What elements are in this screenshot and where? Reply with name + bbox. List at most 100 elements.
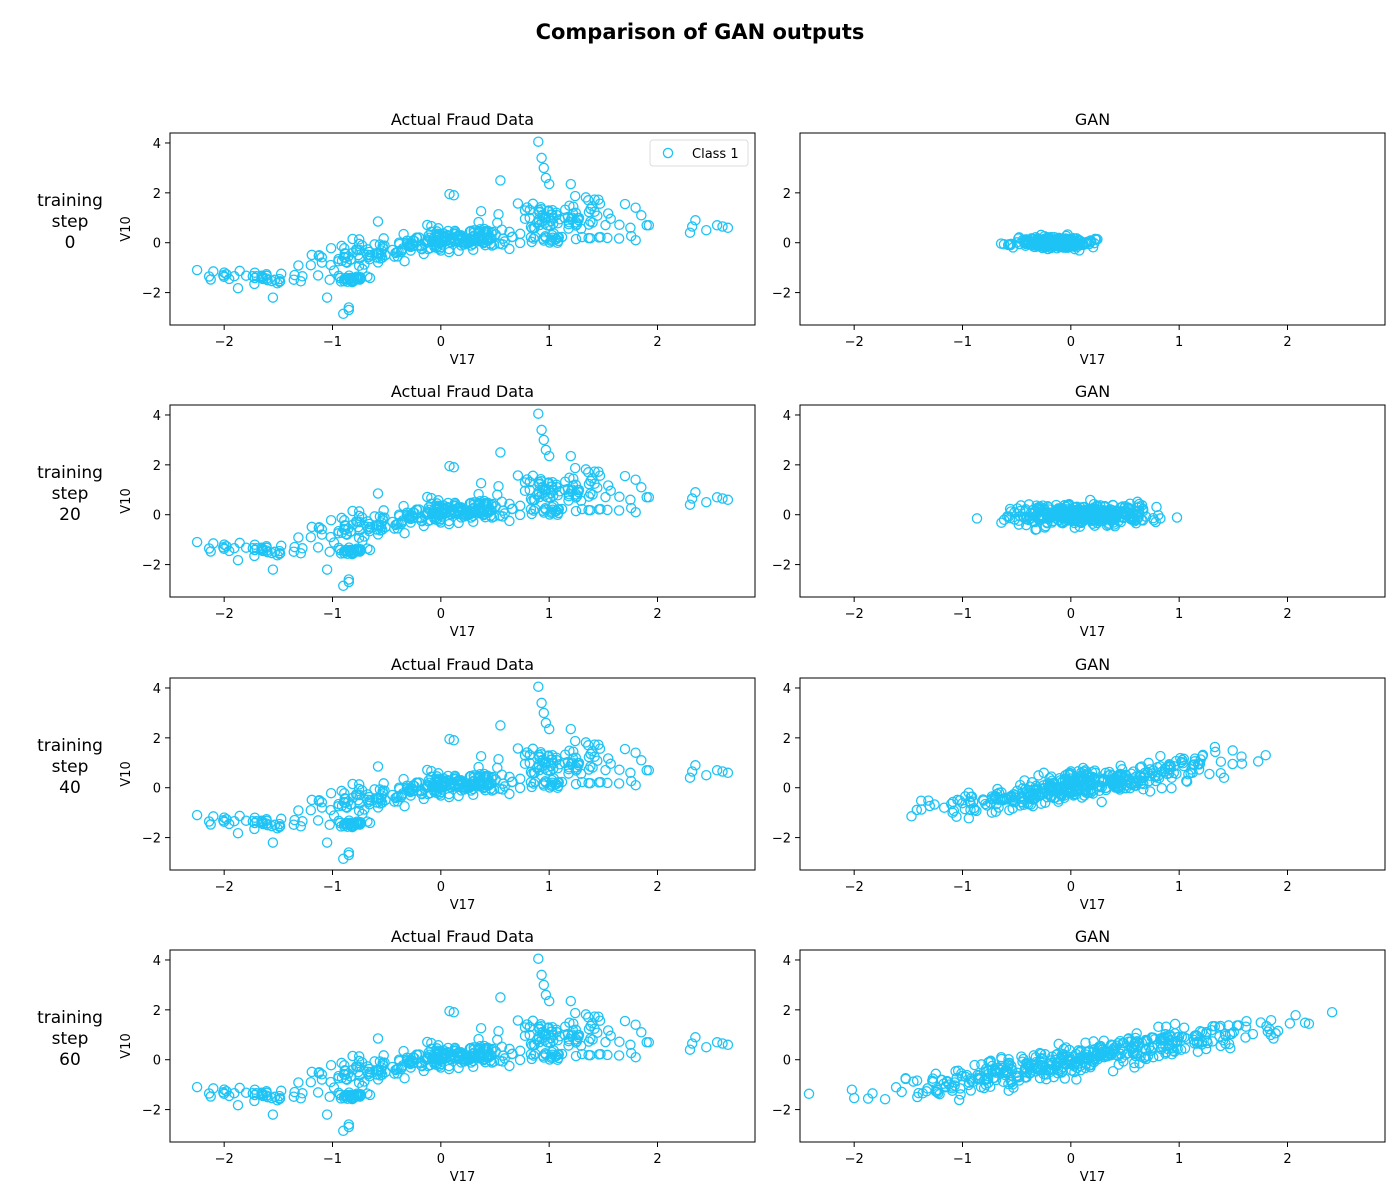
scatter-point <box>563 1035 574 1047</box>
y-tick-label: 4 <box>783 409 791 424</box>
legend-label: Class 1 <box>692 147 739 162</box>
scatter-point <box>249 812 261 823</box>
scatter-point <box>564 1017 575 1028</box>
scatter-point <box>234 810 245 822</box>
scatter-point <box>630 1019 641 1030</box>
scatter-point <box>932 1087 944 1099</box>
scatter-point <box>362 516 373 527</box>
scatter-point <box>343 796 354 807</box>
scatter-point <box>540 444 552 456</box>
scatter-point <box>686 493 698 504</box>
scatter-point <box>221 541 232 552</box>
scatter-point <box>1209 741 1221 753</box>
scatter-point <box>1215 1040 1226 1052</box>
scatter-point <box>1079 506 1091 518</box>
row-label-line: training <box>37 736 103 756</box>
scatter-point <box>519 1030 531 1042</box>
scatter-point <box>915 795 927 806</box>
scatter-point <box>1077 501 1089 513</box>
scatter-point <box>448 1007 460 1018</box>
scatter-point <box>1241 1015 1252 1027</box>
scatter-point <box>690 487 701 498</box>
scatter-point <box>1109 777 1120 788</box>
scatter-point <box>641 765 652 776</box>
scatter-point <box>524 476 536 488</box>
scatter-point <box>448 190 460 201</box>
scatter-point <box>232 282 244 294</box>
scatter-point <box>570 778 582 790</box>
scatter-point <box>879 1093 891 1105</box>
scatter-point <box>533 953 544 964</box>
scatter-point <box>1144 786 1156 797</box>
scatter-point <box>1210 746 1221 758</box>
panel-0-0: −2 −1 0 1 2 −2 0 2 4 Actual Fraud Data V17 V10 Class… <box>119 110 756 368</box>
scatter-point <box>423 502 434 513</box>
scatter-point <box>375 519 387 531</box>
scatter-point <box>1299 1017 1311 1029</box>
scatter-point <box>519 477 531 488</box>
x-tick-label: −1 <box>953 1152 972 1167</box>
row-label-line: 40 <box>59 778 81 798</box>
scatter-point <box>343 251 354 262</box>
scatter-point <box>372 488 384 499</box>
scatter-point <box>1004 512 1016 524</box>
scatter-point <box>316 252 328 263</box>
scatter-point <box>519 213 531 225</box>
scatter-point <box>521 202 533 213</box>
scatter-point <box>1166 1049 1178 1060</box>
y-tick-label: 2 <box>783 732 791 747</box>
x-tick-label: −2 <box>215 880 234 895</box>
scatter-point <box>1326 1006 1338 1018</box>
scatter-point <box>396 517 408 528</box>
scatter-point <box>492 762 503 774</box>
scatter-point <box>548 757 559 769</box>
scatter-point <box>353 1055 365 1067</box>
scatter-point <box>473 1033 484 1045</box>
scatter-point <box>455 512 467 523</box>
scatter-point <box>473 488 484 500</box>
x-tick-label: 0 <box>437 1152 445 1167</box>
scatter-point <box>684 772 696 783</box>
scatter-point <box>614 491 625 503</box>
scatter-point <box>595 1048 606 1060</box>
scatter-point <box>249 1084 261 1095</box>
panel-1-1: −2 −1 0 1 2 −2 0 2 4 GAN V17 <box>772 382 1386 640</box>
scatter-point <box>1054 772 1065 784</box>
scatter-point <box>357 535 368 547</box>
x-tick-label: −2 <box>215 607 234 622</box>
scatter-point <box>234 537 245 549</box>
scatter-point <box>232 554 244 566</box>
scatter-point <box>419 238 430 250</box>
scatter-point <box>630 747 641 758</box>
scatter-point <box>1082 1054 1093 1065</box>
axes-frame <box>799 404 1386 598</box>
scatter-point <box>232 1099 244 1111</box>
scatter-point <box>619 470 631 482</box>
scatter-point <box>289 269 300 281</box>
scatter-point <box>1107 1065 1119 1077</box>
scatter-point <box>295 1093 307 1104</box>
scatter-point <box>1004 239 1015 250</box>
scatter-point <box>641 220 652 231</box>
scatter-point <box>565 758 577 770</box>
scatter-point <box>396 790 408 801</box>
scatter-point <box>1207 1036 1218 1047</box>
scatter-point <box>321 564 333 575</box>
x-tick-label: 2 <box>1283 607 1291 622</box>
row-labels: trainingstep0trainingstep20trainingstep4… <box>37 191 103 1070</box>
scatter-point <box>602 753 614 764</box>
scatter-point <box>257 545 269 557</box>
scatter-point <box>1137 515 1149 526</box>
scatter-point <box>532 488 543 500</box>
scatter-point <box>426 492 437 504</box>
scatter-point <box>473 216 484 228</box>
scatter-point <box>295 548 307 559</box>
scatter-point <box>526 1053 538 1065</box>
scatter-point <box>325 1076 336 1088</box>
scatter-point <box>272 278 283 289</box>
scatter-point <box>249 1089 261 1101</box>
scatter-point <box>576 776 588 788</box>
scatter-point <box>1270 1028 1281 1039</box>
